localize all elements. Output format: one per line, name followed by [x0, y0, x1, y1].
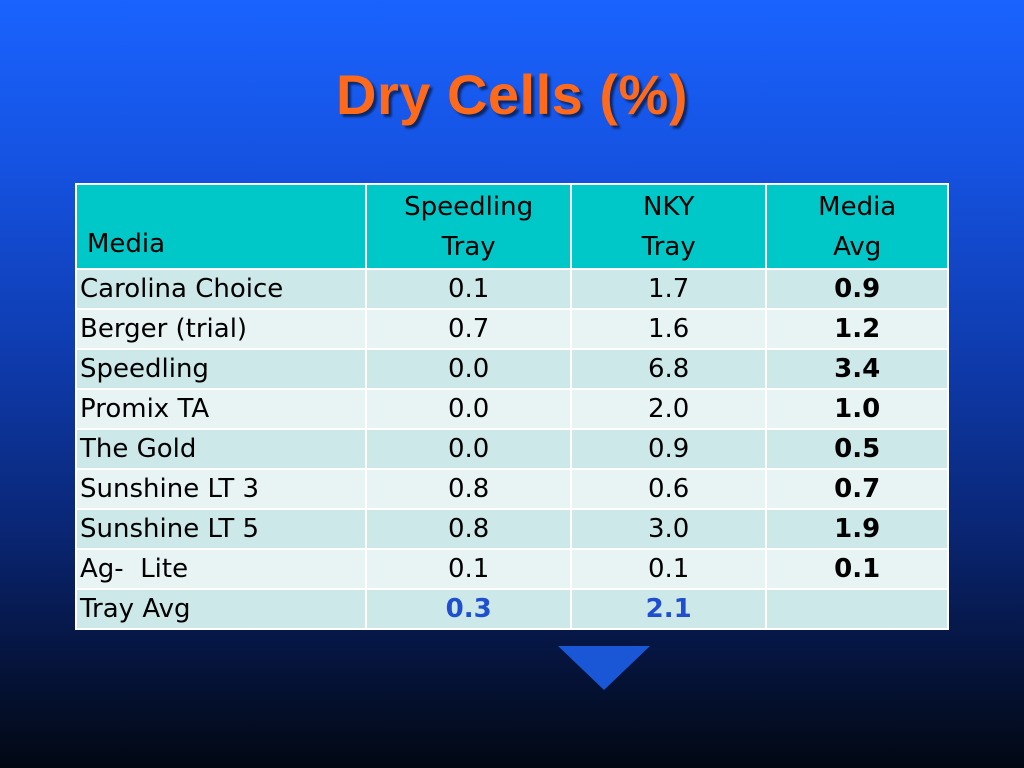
table-row: Ag- Lite 0.1 0.1 0.1: [74, 548, 949, 590]
media-name: Carolina Choice: [74, 268, 368, 310]
media-name: Sunshine LT 5: [74, 508, 368, 550]
header-nky-tray: NKY Tray: [569, 183, 768, 270]
tray-avg-row: Tray Avg 0.3 2.1: [74, 588, 949, 630]
media-avg-value: 1.0: [765, 388, 949, 430]
header-speedling-tray: Speedling Tray: [365, 183, 572, 270]
speedling-value: 0.8: [365, 508, 572, 550]
speedling-value: 0.1: [365, 548, 572, 590]
header-avg-line1: Media: [818, 191, 897, 222]
table-row: The Gold 0.0 0.9 0.5: [74, 428, 949, 470]
header-nky-line2: Tray: [641, 231, 696, 262]
media-avg-value: 3.4: [765, 348, 949, 390]
speedling-value: 0.7: [365, 308, 572, 350]
header-nky-line1: NKY: [642, 191, 695, 222]
media-avg-value: 0.1: [765, 548, 949, 590]
media-avg-value: 1.2: [765, 308, 949, 350]
table-row: Sunshine LT 5 0.8 3.0 1.9: [74, 508, 949, 550]
media-name: Ag- Lite: [74, 548, 368, 590]
media-name: Sunshine LT 3: [74, 468, 368, 510]
media-avg-value: 1.9: [765, 508, 949, 550]
header-media: Media: [74, 183, 368, 270]
header-avg-line2: Avg: [833, 231, 882, 262]
media-avg-value: 0.5: [765, 428, 949, 470]
nky-value: 1.7: [569, 268, 768, 310]
speedling-value: 0.0: [365, 348, 572, 390]
nky-value: 2.0: [569, 388, 768, 430]
table-row: Promix TA 0.0 2.0 1.0: [74, 388, 949, 430]
media-avg-value: 0.7: [765, 468, 949, 510]
tray-avg-label: Tray Avg: [74, 588, 368, 630]
nky-value: 0.9: [569, 428, 768, 470]
media-name: The Gold: [74, 428, 368, 470]
nky-value: 1.6: [569, 308, 768, 350]
table-row: Carolina Choice 0.1 1.7 0.9: [74, 268, 949, 310]
dry-cells-table: Media Speedling Tray NKY Tray Media Avg …: [74, 183, 949, 630]
header-speedling-line2: Tray: [441, 231, 496, 262]
nky-value: 6.8: [569, 348, 768, 390]
media-name: Promix TA: [74, 388, 368, 430]
speedling-value: 0.1: [365, 268, 572, 310]
decorative-arrow: [558, 646, 650, 690]
table-row: Speedling 0.0 6.8 3.4: [74, 348, 949, 390]
speedling-value: 0.0: [365, 388, 572, 430]
slide-title: Dry Cells (%): [336, 63, 688, 126]
header-media-avg: Media Avg: [765, 183, 949, 270]
table-header-row: Media Speedling Tray NKY Tray Media Avg: [74, 183, 949, 270]
header-speedling-line1: Speedling: [404, 191, 534, 222]
nky-value: 3.0: [569, 508, 768, 550]
speedling-value: 0.8: [365, 468, 572, 510]
nky-value: 0.1: [569, 548, 768, 590]
speedling-value: 0.0: [365, 428, 572, 470]
media-name: Berger (trial): [74, 308, 368, 350]
table-row: Berger (trial) 0.7 1.6 1.2: [74, 308, 949, 350]
media-name: Speedling: [74, 348, 368, 390]
tray-avg-nky: 2.1: [569, 588, 768, 630]
tray-avg-media-avg: [765, 588, 949, 630]
table-row: Sunshine LT 3 0.8 0.6 0.7: [74, 468, 949, 510]
nky-value: 0.6: [569, 468, 768, 510]
tray-avg-speedling: 0.3: [365, 588, 572, 630]
media-avg-value: 0.9: [765, 268, 949, 310]
